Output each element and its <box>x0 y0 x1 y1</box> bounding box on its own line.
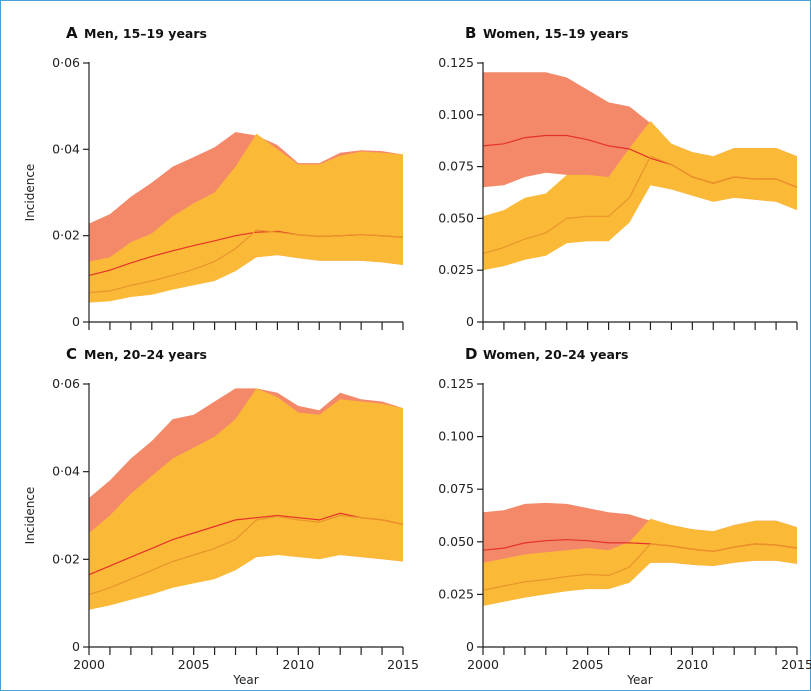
y-tick-label: 0·04 <box>52 141 80 156</box>
y-tick-label: 0.125 <box>438 376 474 391</box>
y-tick-label: 0·02 <box>52 228 80 243</box>
x-axis-title: Year <box>232 673 258 687</box>
x-axis-title: Year <box>626 673 652 687</box>
x-tick-label: 2000 <box>73 657 105 672</box>
y-tick-label: 0.075 <box>438 481 474 496</box>
y-tick-label: 0.025 <box>438 586 474 601</box>
panel-title: Men, 20–24 years <box>84 347 207 362</box>
series-2-uncertainty-band <box>89 133 403 303</box>
panel-c: 0 0·02 0·04 0·06 2000 2005 2010 2015 C Men, 20–24… <box>23 345 419 687</box>
x-tick-label: 2015 <box>387 657 419 672</box>
y-axis-title: Incidence <box>23 487 37 545</box>
panel-title: Men, 15–19 years <box>84 26 207 41</box>
y-tick-label: 0.025 <box>438 262 474 277</box>
panel-letter: D <box>465 345 477 363</box>
series-2-uncertainty-band <box>483 518 797 606</box>
series-2-central-line <box>482 543 798 591</box>
panel-d: 0 0.025 0.050 0.075 0.100 0.125 2000 2005 2010 20… <box>438 345 811 687</box>
y-tick-label: 0 <box>72 639 80 654</box>
y-tick-label: 0.100 <box>438 429 474 444</box>
y-tick-label: 0.100 <box>438 107 474 122</box>
x-tick-label: 2005 <box>572 657 604 672</box>
y-tick-label: 0.050 <box>438 534 474 549</box>
x-tick-label: 2015 <box>781 657 811 672</box>
y-tick-label: 0·06 <box>52 55 80 70</box>
y-tick-label: 0 <box>466 314 474 329</box>
y-tick-label: 0.050 <box>438 210 474 225</box>
series-2-uncertainty-band <box>89 388 403 610</box>
y-tick-label: 0·06 <box>52 376 80 391</box>
series-2-central-line <box>88 229 404 294</box>
y-tick-label: 0.125 <box>438 55 474 70</box>
series-2-central-line <box>88 514 404 595</box>
x-tick-label: 2010 <box>282 657 314 672</box>
series-2-uncertainty-band <box>483 121 797 271</box>
x-tick-label: 2005 <box>178 657 210 672</box>
x-tick-label: 2000 <box>467 657 499 672</box>
series-2-central-line <box>482 155 798 255</box>
x-tick-label: 2010 <box>676 657 708 672</box>
series-1-central-line <box>88 512 404 576</box>
y-tick-label: 0 <box>466 639 474 654</box>
panel-b: 0 0.025 0.050 0.075 0.100 0.125 B Women, 15–19 … <box>438 24 798 330</box>
y-tick-label: 0 <box>72 314 80 329</box>
y-tick-label: 0.075 <box>438 159 474 174</box>
y-tick-label: 0·04 <box>52 464 80 479</box>
panel-letter: B <box>465 24 476 42</box>
panel-title: Women, 20–24 years <box>483 347 629 362</box>
y-tick-label: 0·02 <box>52 551 80 566</box>
panel-letter: A <box>66 24 78 42</box>
panel-title: Women, 15–19 years <box>483 26 629 41</box>
panel-letter: C <box>66 345 77 363</box>
y-axis-title: Incidence <box>23 164 37 222</box>
panel-a: 0 0·02 0·04 0·06 A Men, 15–19 years Incidence <box>23 24 404 330</box>
